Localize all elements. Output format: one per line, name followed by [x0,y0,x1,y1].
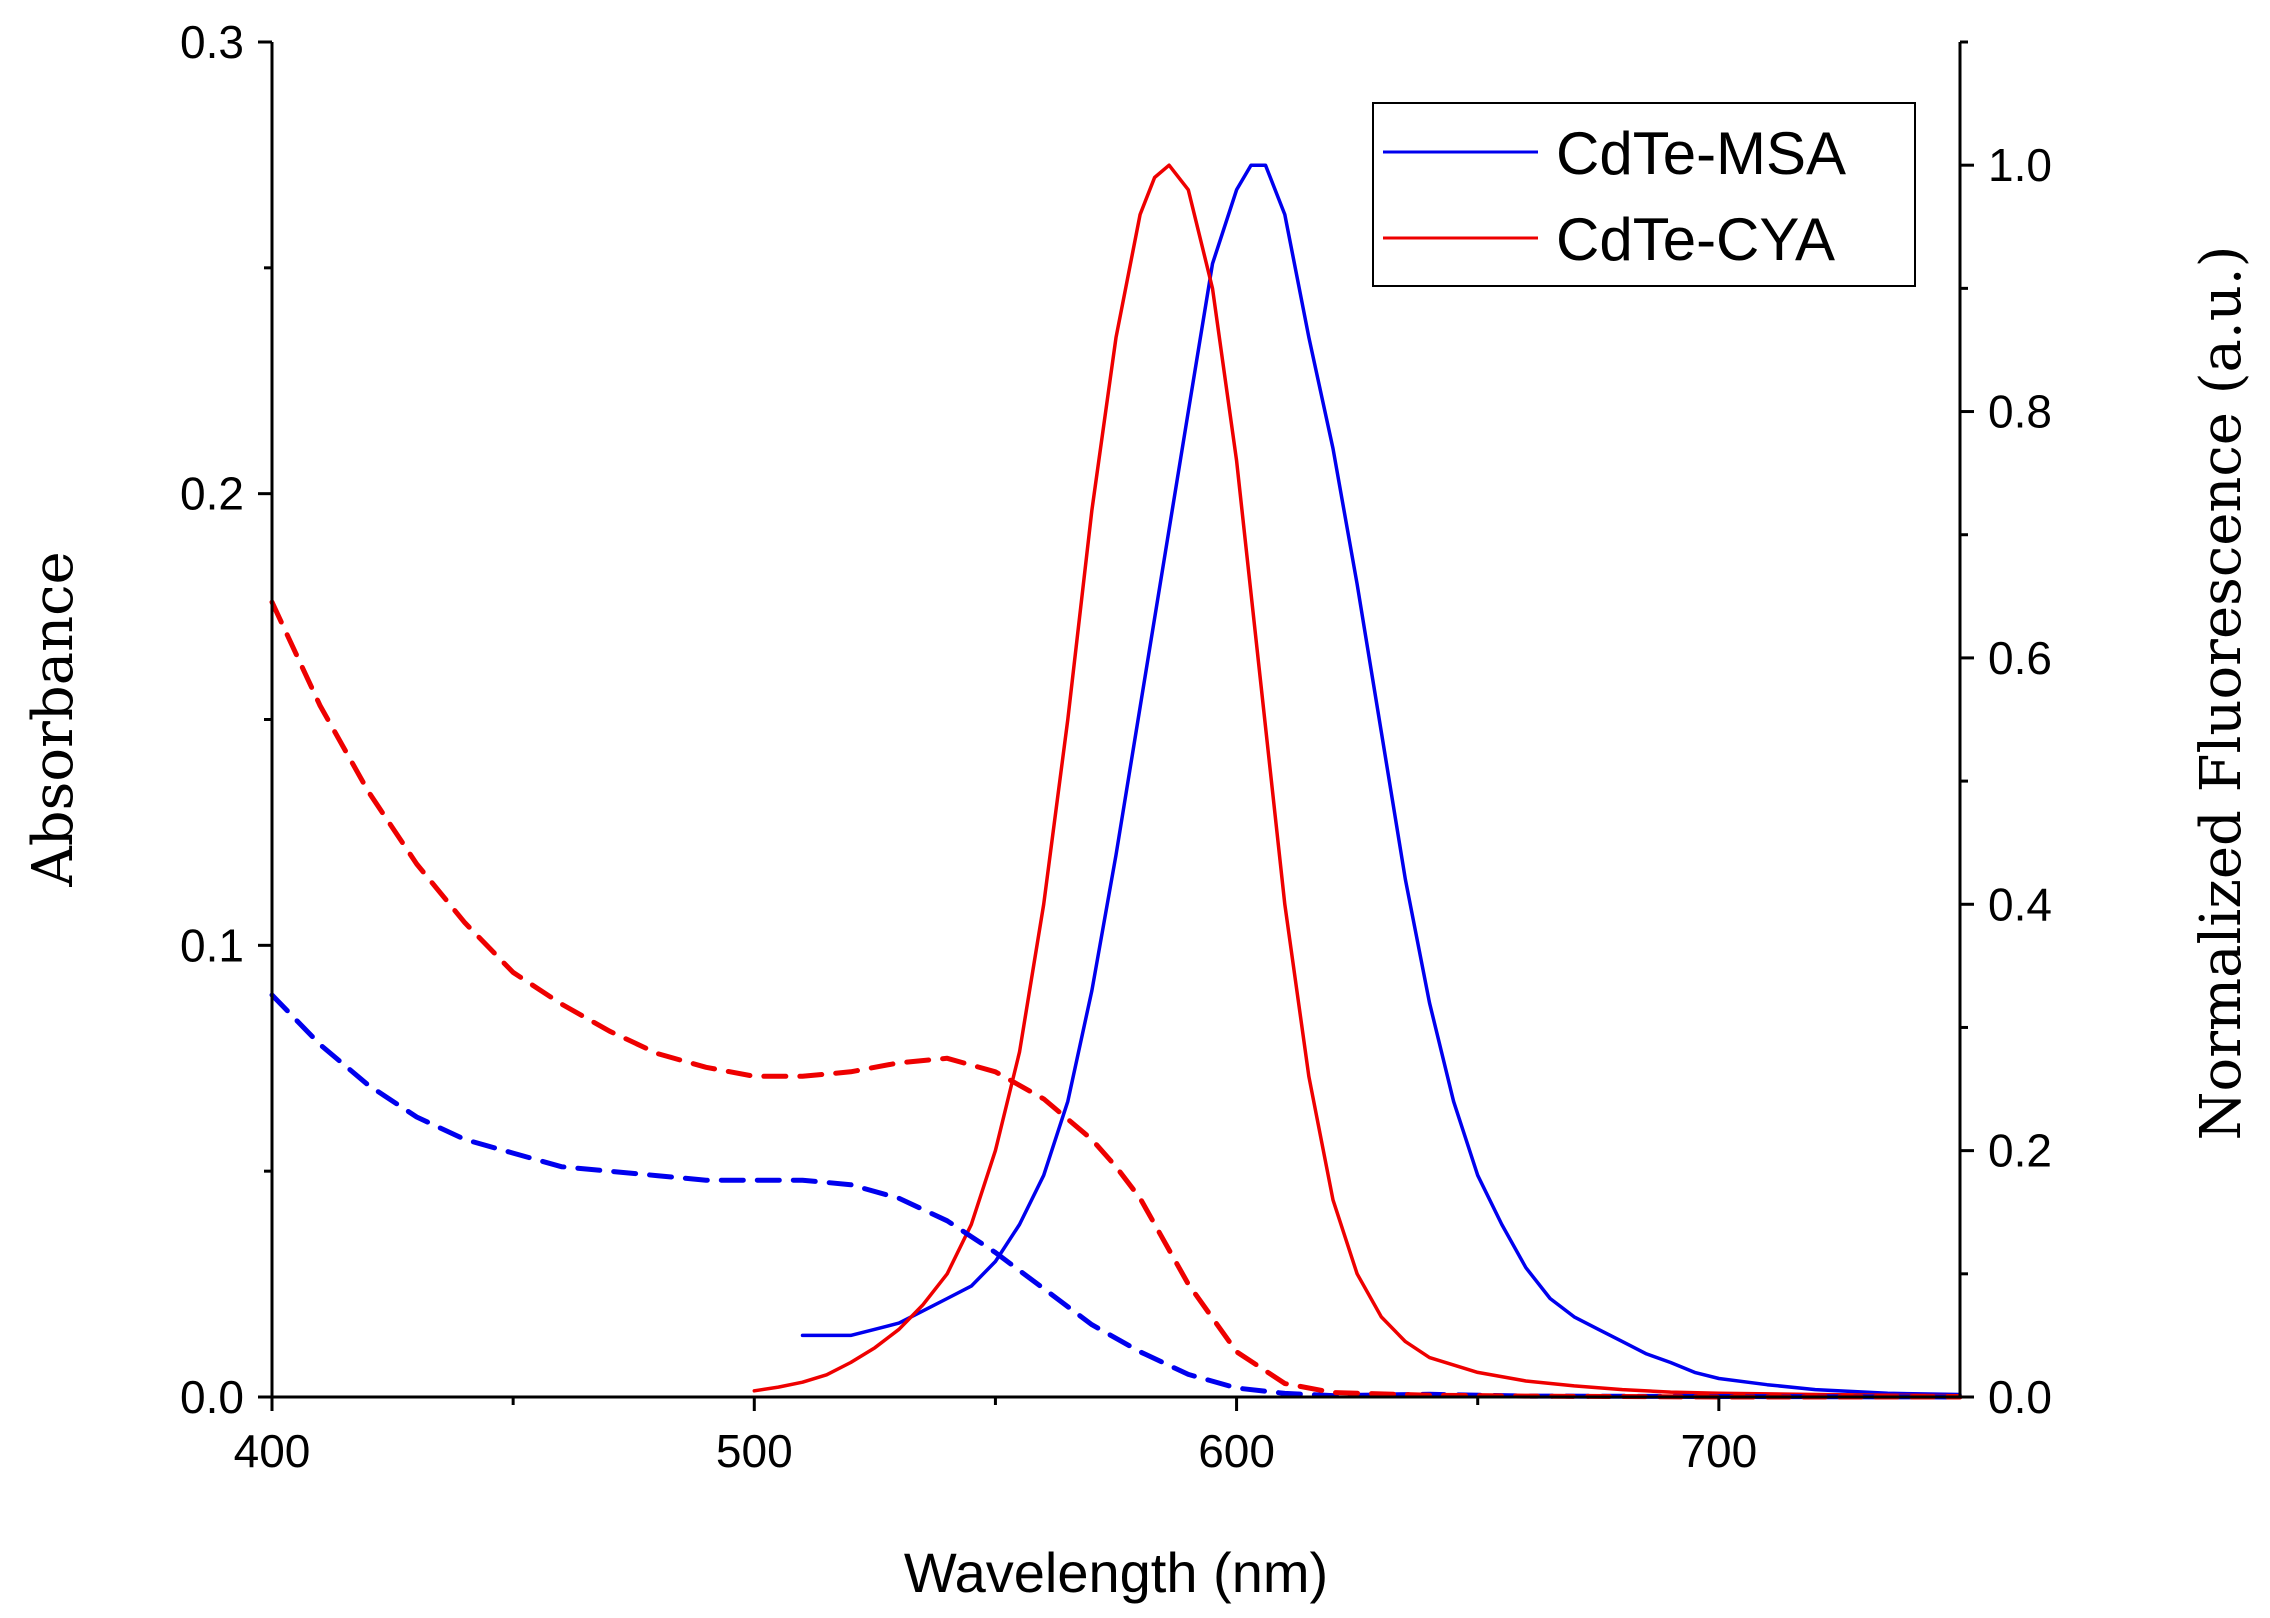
series-line-2 [269,992,1963,1400]
x-axis-title: Wavelength (nm) [904,1541,1328,1604]
y2-tick-label: 0.2 [1988,1125,2052,1177]
series-line-0 [800,163,1962,1397]
y2-tick-label: 0.8 [1988,386,2052,438]
ticks-layer: 400 500 600 700 0.0 0.1 0.2 0.3 0.0 0.2 0.4 0.6 0.8 1… [180,16,2052,1477]
y-tick-label: 0.3 [180,16,244,68]
x-tick-label: 600 [1198,1425,1275,1477]
x-tick-label: 500 [716,1425,793,1477]
y2-tick-label: 0.0 [1988,1371,2052,1423]
legend-box [1372,102,1916,287]
legend-label-cya: CdTe-CYA [1556,206,1835,273]
series-line-3 [269,599,1963,1400]
y-tick-label: 0.2 [180,468,244,520]
y2-tick-label: 0.6 [1988,632,2052,684]
series-layer [269,163,1963,1400]
x-tick-label: 400 [234,1425,311,1477]
y2-tick-label: 1.0 [1988,139,2052,191]
y-axis-title: Absorbance [21,551,86,887]
y-tick-label: 0.1 [180,919,244,971]
y2-axis-title: Normalized Fluorescence (a.u.) [2189,246,2254,1141]
x-tick-label: 700 [1680,1425,1757,1477]
y-tick-label: 0.0 [180,1371,244,1423]
y2-tick-label: 0.4 [1988,878,2052,930]
legend-label-msa: CdTe-MSA [1556,120,1846,187]
series-line-1 [752,163,1962,1398]
legend: CdTe-MSA CdTe-CYA [1372,102,1916,287]
